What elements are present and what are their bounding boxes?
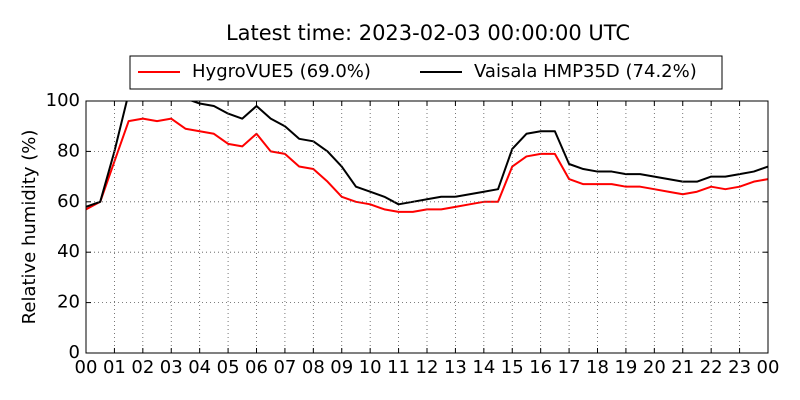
y-tick-label: 20 — [57, 292, 80, 313]
y-tick-label: 100 — [46, 90, 80, 111]
y-axis-label: Relative humidity (%) — [19, 130, 40, 325]
x-tick-label: 13 — [444, 357, 467, 378]
x-tick-label: 07 — [273, 357, 296, 378]
x-tick-label: 01 — [103, 357, 126, 378]
x-tick-label: 10 — [359, 357, 382, 378]
y-tick-label: 60 — [57, 191, 80, 212]
x-tick-label: 14 — [472, 357, 495, 378]
x-tick-label: 23 — [728, 357, 751, 378]
x-tick-label: 00 — [757, 357, 780, 378]
x-tick-label: 19 — [614, 357, 637, 378]
chart-title: Latest time: 2023-02-03 00:00:00 UTC — [226, 21, 630, 45]
x-tick-label: 20 — [643, 357, 666, 378]
x-tick-label: 05 — [217, 357, 240, 378]
plot-frame — [85, 100, 769, 354]
y-tick-label: 40 — [57, 241, 80, 262]
x-tick-label: 12 — [416, 357, 439, 378]
x-tick-label: 02 — [131, 357, 154, 378]
x-tick-label: 16 — [529, 357, 552, 378]
legend-label: HygroVUE5 (69.0%) — [192, 61, 371, 82]
x-tick-label: 11 — [387, 357, 410, 378]
x-tick-label: 09 — [330, 357, 353, 378]
x-tick-label: 21 — [671, 357, 694, 378]
x-tick-label: 03 — [160, 357, 183, 378]
x-tick-label: 06 — [245, 357, 268, 378]
x-tick-label: 17 — [558, 357, 581, 378]
x-tick-label: 15 — [501, 357, 524, 378]
x-tick-label: 04 — [188, 357, 211, 378]
legend-label: Vaisala HMP35D (74.2%) — [474, 61, 697, 82]
x-tick-label: 18 — [586, 357, 609, 378]
y-tick-label: 0 — [69, 342, 80, 363]
x-tick-label: 00 — [75, 357, 98, 378]
y-tick-label: 80 — [57, 140, 80, 161]
x-tick-label: 08 — [302, 357, 325, 378]
x-tick-label: 22 — [700, 357, 723, 378]
